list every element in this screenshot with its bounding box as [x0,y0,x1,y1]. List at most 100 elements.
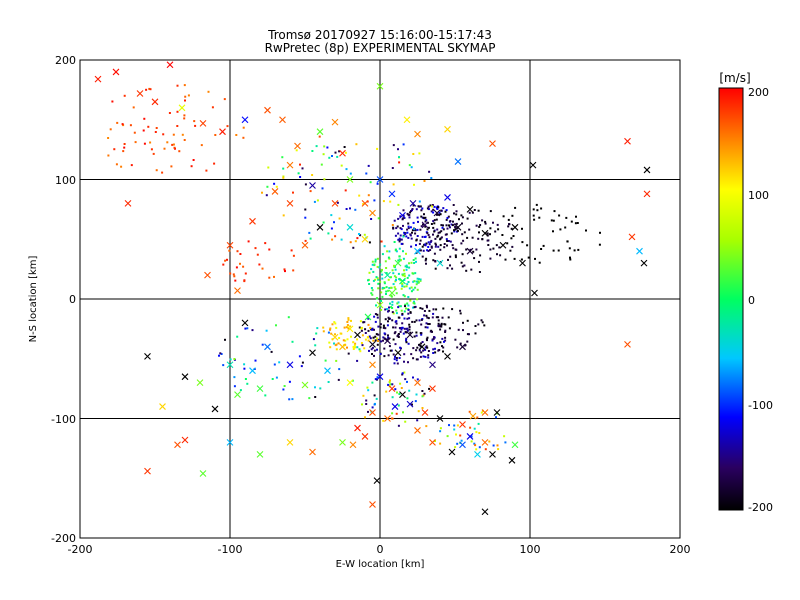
velocity-dot [394,268,397,271]
velocity-dot [363,233,366,236]
velocity-dot [427,250,430,252]
velocity-dot [370,218,373,220]
velocity-dot [415,334,418,337]
velocity-dot [355,143,358,146]
velocity-dot [273,363,276,366]
velocity-dot [377,282,380,285]
velocity-dot [403,371,406,374]
velocity-dot [152,152,155,155]
velocity-dot [176,125,179,127]
velocity-dot [423,392,426,395]
velocity-cross [331,200,339,207]
velocity-dot [352,246,355,249]
velocity-dot [408,323,411,326]
velocity-cross [331,118,339,126]
velocity-dot [339,332,342,335]
velocity-dot [540,248,543,250]
velocity-dot [420,323,423,326]
velocity-dot [211,106,214,109]
velocity-dot [373,328,375,331]
velocity-dot [385,267,388,269]
velocity-dot [430,239,433,242]
velocity-dot [334,344,337,347]
velocity-dot [427,323,430,325]
velocity-dot [315,332,318,335]
velocity-cross [151,98,159,106]
velocity-dot [446,244,448,247]
velocity-dot [428,243,431,246]
velocity-dot [455,248,458,251]
velocity-cross [219,128,226,136]
velocity-dot [388,287,391,289]
velocity-dot [446,217,449,219]
velocity-dot [427,356,430,359]
velocity-dot [366,386,369,389]
velocity-cross [369,409,376,416]
velocity-dot [421,395,424,398]
velocity-dot [447,240,450,242]
velocity-cross [226,439,234,446]
velocity-dot [282,167,285,170]
velocity-dot [334,151,337,154]
velocity-dot [233,376,236,379]
velocity-dot [372,279,375,282]
velocity-dot [421,341,424,343]
velocity-cross [166,61,174,69]
velocity-dot [538,261,541,264]
velocity-cross [226,361,234,369]
velocity-dot [568,247,571,250]
velocity-dot [428,309,431,312]
velocity-dot [363,321,366,324]
velocity-dot [437,316,440,319]
velocity-dot [246,382,249,385]
velocity-dot [365,403,368,405]
velocity-dot [352,346,355,348]
velocity-cross [286,200,294,207]
velocity-dot [395,309,398,312]
velocity-dot [319,387,322,390]
velocity-dot [410,286,413,289]
velocity-dot [351,379,354,382]
velocity-cross [309,182,316,189]
velocity-dot [426,249,429,252]
velocity-dot [134,141,137,144]
velocity-dot [421,255,424,258]
velocity-dot [461,216,464,219]
velocity-dot [514,206,517,209]
velocity-dot [349,172,352,175]
velocity-dot [397,217,400,220]
velocity-dot [377,333,380,336]
velocity-dot [552,219,555,222]
velocity-cross [136,90,144,97]
velocity-dot [278,361,281,364]
velocity-dot [408,389,411,392]
velocity-dot [390,349,393,352]
velocity-dot [149,141,152,144]
velocity-dot [391,303,394,306]
velocity-dot [442,350,444,353]
velocity-dot [393,286,396,289]
velocity-cross [369,501,376,508]
velocity-dot [507,218,510,221]
velocity-dot [429,330,432,333]
velocity-dot [309,190,312,193]
velocity-dot [416,378,419,381]
velocity-dot [401,285,404,288]
velocity-dot [431,339,434,342]
velocity-cross [384,337,391,345]
velocity-dot [129,124,132,127]
plot-grid [80,60,680,538]
velocity-dot [314,386,316,389]
velocity-dot [226,125,229,128]
velocity-dot [405,341,408,344]
velocity-cross [294,142,301,150]
velocity-dot [222,263,225,266]
velocity-dot [367,317,370,320]
velocity-dot [471,211,474,214]
velocity-dot [282,175,285,178]
velocity-dot [405,337,408,340]
velocity-dot [441,345,443,348]
velocity-cross [286,361,294,369]
velocity-dot [207,90,210,93]
velocity-dot [419,279,422,282]
